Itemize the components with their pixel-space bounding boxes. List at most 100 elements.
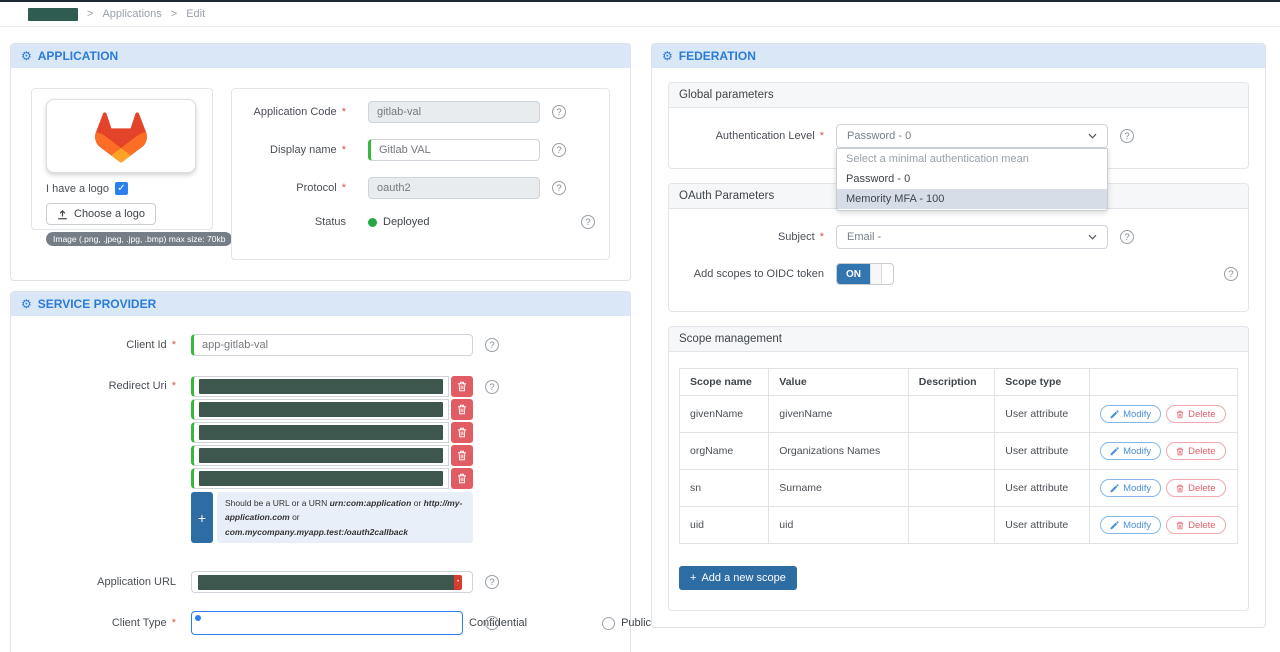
delete-scope-button[interactable]: Delete [1166,442,1225,460]
breadcrumb-applications[interactable]: Applications [102,8,161,20]
delete-scope-button[interactable]: Delete [1166,516,1225,534]
subject-select[interactable]: Email - [836,225,1108,249]
delete-redirect-uri-button[interactable] [451,399,473,420]
radio-confidential[interactable] [191,611,463,635]
help-icon[interactable]: ? [552,181,566,195]
add-new-scope-button[interactable]: +Add a new scope [679,566,797,590]
left-column: ⚙ APPLICATION I have a [10,43,631,652]
add-scopes-toggle[interactable]: ON [836,263,894,285]
application-code-input[interactable]: gitlab-val [368,101,540,123]
display-name-label: Display name * [246,144,346,156]
redirect-uri-list: + Should be a URL or a URN urn:com:appli… [191,376,473,543]
delete-redirect-uri-button[interactable] [451,468,473,489]
help-icon[interactable]: ? [1120,129,1134,143]
scope-management-body: Scope name Value Description Scope type … [669,352,1248,610]
choose-logo-button[interactable]: Choose a logo [46,203,156,225]
help-icon[interactable]: ? [581,215,595,229]
edit-icon [1110,410,1119,419]
table-row: sn Surname User attribute ModifyDelete [680,470,1238,507]
redacted-value [199,425,443,440]
panel-title: SERVICE PROVIDER [38,297,156,311]
redirect-uri-input[interactable] [191,376,449,397]
redirect-uri-row [191,445,473,466]
service-provider-panel-body: Client Id * app-gitlab-val ? Redirect Ur… [11,316,630,652]
status-value: Deployed [383,216,429,228]
cell-scope-type: User attribute [995,507,1090,544]
have-logo-checkbox[interactable]: ✓ [115,182,128,195]
scope-management-title: Scope management [669,327,1248,352]
delete-scope-button[interactable]: Delete [1166,405,1225,423]
authentication-level-select[interactable]: Password - 0 [836,124,1108,148]
help-icon[interactable]: ? [485,380,499,394]
cell-scope-type: User attribute [995,470,1090,507]
display-name-input[interactable]: Gitlab VAL [368,139,540,161]
help-icon[interactable]: ? [1120,230,1134,244]
status-label: Status [246,216,346,228]
gear-icon: ⚙ [21,298,32,310]
delete-redirect-uri-button[interactable] [451,422,473,443]
redirect-uri-input[interactable] [191,468,449,489]
edit-icon [1110,447,1119,456]
redirect-uri-input[interactable] [191,399,449,420]
dropdown-option[interactable]: Select a minimal authentication mean [837,149,1107,169]
redirect-uri-input[interactable] [191,445,449,466]
trash-icon [457,381,467,392]
help-icon[interactable]: ? [1224,267,1238,281]
password-manager-icon[interactable]: • [454,575,462,590]
logo-format-hint-badge: Image (.png, .jpeg, .jpg, .bmp) max size… [46,232,232,246]
modify-scope-button[interactable]: Modify [1100,405,1161,423]
application-panel-body: I have a logo ✓ Choose a logo Image (.pn… [11,68,630,280]
gitlab-tanuki-icon [92,109,150,163]
add-redirect-uri-button[interactable]: + [191,492,213,543]
federation-panel: ⚙ FEDERATION Global parameters Authentic… [651,43,1266,628]
dropdown-option[interactable]: Password - 0 [837,169,1107,189]
subject-label: Subject * [679,231,824,243]
cell-scope-name: orgName [680,433,769,470]
radio-public-label: Public [621,617,651,629]
right-column: ⚙ FEDERATION Global parameters Authentic… [651,43,1266,652]
toggle-handle [870,264,882,284]
radio-public[interactable] [602,617,615,630]
gear-icon: ⚙ [662,50,673,62]
help-icon[interactable]: ? [485,575,499,589]
application-fields-card: Application Code * gitlab-val ? Display … [231,88,610,260]
redirect-uri-input[interactable] [191,422,449,443]
help-icon[interactable]: ? [485,338,499,352]
plus-icon: + [690,572,696,584]
redacted-value [199,448,443,463]
delete-redirect-uri-button[interactable] [451,376,473,397]
cell-description [908,507,994,544]
chevron-down-icon [1088,234,1097,240]
top-navbar: > Applications > Edit [0,2,1280,27]
delete-scope-button[interactable]: Delete [1166,479,1225,497]
redirect-uri-row [191,422,473,443]
redirect-uri-label: Redirect Uri * [11,376,176,392]
oauth-parameters-body: Subject * Email - ? Add scopes to OIDC t… [669,209,1248,311]
authentication-level-label: Authentication Level * [679,130,824,142]
protocol-input[interactable]: oauth2 [368,177,540,199]
redirect-uri-row [191,376,473,397]
chevron-down-icon [1088,133,1097,139]
help-icon[interactable]: ? [552,105,566,119]
client-id-label: Client Id * [11,339,176,351]
global-parameters-body: Authentication Level * Password - 0 Sele… [669,108,1248,168]
edit-icon [1110,521,1119,530]
trash-icon [457,427,467,438]
client-id-input[interactable]: app-gitlab-val [191,334,473,356]
cell-scope-name: sn [680,470,769,507]
brand-logo-redacted[interactable] [28,8,78,21]
dropdown-option-highlighted[interactable]: Memority MFA - 100 [837,189,1107,209]
application-url-input[interactable]: • [191,571,473,593]
redacted-value [198,575,456,590]
status-dot-icon [368,218,377,227]
modify-scope-button[interactable]: Modify [1100,516,1161,534]
modify-scope-button[interactable]: Modify [1100,442,1161,460]
modify-scope-button[interactable]: Modify [1100,479,1161,497]
add-scopes-label: Add scopes to OIDC token [679,268,824,280]
trash-icon [1176,521,1184,530]
help-icon[interactable]: ? [552,143,566,157]
toggle-on-state: ON [837,264,870,284]
gear-icon: ⚙ [21,50,32,62]
service-provider-panel: ⚙ SERVICE PROVIDER Client Id * app-gitla… [10,291,631,652]
delete-redirect-uri-button[interactable] [451,445,473,466]
